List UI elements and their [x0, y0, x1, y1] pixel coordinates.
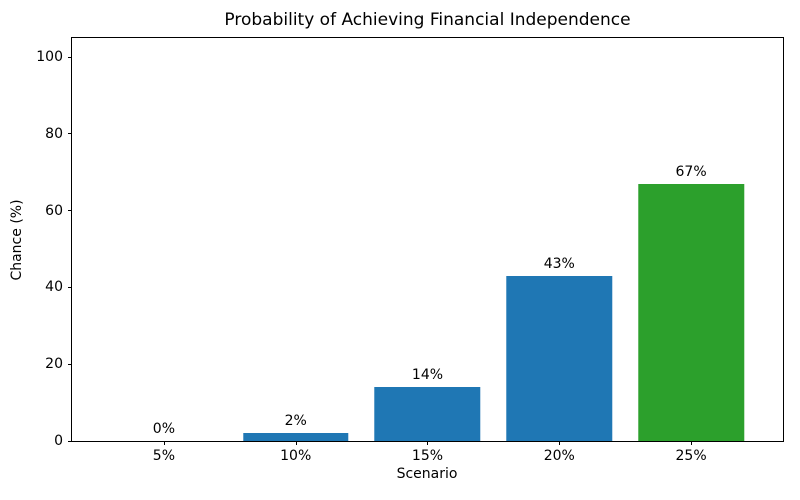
x-tick-label: 20%	[543, 448, 575, 464]
y-axis-label: Chance (%)	[9, 199, 25, 281]
x-tick-mark	[295, 441, 297, 445]
y-tick-mark	[68, 440, 72, 442]
x-tick-label: 15%	[411, 448, 444, 464]
bar	[242, 433, 349, 441]
y-tick-mark	[68, 363, 72, 365]
bar	[374, 387, 481, 441]
y-tick-label: 80	[45, 125, 63, 142]
x-axis-label: Scenario	[396, 466, 458, 482]
y-tick-mark	[68, 133, 72, 135]
y-tick-label: 20	[45, 356, 63, 373]
y-tick-mark	[68, 56, 72, 58]
y-tick-mark	[68, 210, 72, 212]
x-tick-label: 25%	[675, 448, 707, 464]
y-tick-label: 60	[45, 202, 63, 219]
bar-value-label: 14%	[411, 367, 444, 384]
bar-slot: 14% 15%	[362, 38, 494, 464]
bar-value-label: 43%	[543, 255, 575, 272]
x-tick-mark	[427, 441, 429, 445]
bar-value-label: 67%	[675, 163, 707, 180]
x-tick-mark	[559, 441, 561, 445]
y-tick-label: 100	[36, 49, 63, 66]
bar-value-label: 2%	[284, 413, 307, 430]
bar-slot: 2% 10%	[230, 38, 362, 464]
x-tick-mark	[691, 441, 693, 445]
bar-value-label: 0%	[152, 421, 175, 437]
bar	[506, 275, 612, 441]
bar-slot: 67% 25%	[625, 38, 757, 464]
chart-title: Probability of Achieving Financial Indep…	[224, 10, 631, 30]
y-tick-mark	[68, 286, 72, 288]
y-tick-label: 40	[45, 279, 63, 296]
x-tick-label: 5%	[152, 448, 175, 464]
bar-slot: 0% 5%	[98, 38, 230, 464]
bars-row: 0% 5% 2% 10% 14% 15% 43% 20% 67% 25%	[98, 38, 757, 464]
bar-slot: 43% 20%	[493, 38, 625, 464]
x-tick-label: 10%	[280, 448, 312, 464]
x-tick-mark	[163, 441, 165, 445]
plot-area: 0% 5% 2% 10% 14% 15% 43% 20% 67% 25% 0 20 40 60 80 100	[36, 37, 784, 464]
y-tick-label: 0	[54, 433, 63, 449]
bar	[638, 183, 744, 441]
